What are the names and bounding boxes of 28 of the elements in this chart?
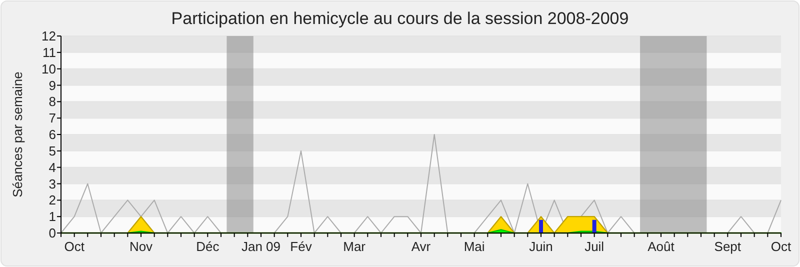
y-tick-label: 3 — [48, 176, 56, 192]
y-tick-label: 2 — [48, 192, 56, 208]
y-tick-label: 12 — [42, 28, 56, 44]
x-tick-label: Avr — [411, 239, 432, 254]
y-tick-label: 6 — [48, 127, 56, 142]
x-tick-label: Fév — [290, 239, 312, 254]
y-axis-title: Séances par semaine — [10, 72, 25, 198]
x-tick-label: Déc — [196, 239, 220, 254]
x-tick-label: Oct — [64, 239, 85, 254]
y-tick-label: 8 — [48, 94, 56, 110]
chart-title: Participation en hemicycle au cours de la session 2008-2009 — [171, 9, 629, 28]
y-tick-label: 1 — [48, 209, 56, 224]
x-tick-label: Sept — [714, 239, 742, 254]
x-tick-label: Mar — [343, 239, 366, 254]
x-tick-label: Août — [648, 239, 675, 254]
y-tick-label: 11 — [42, 44, 56, 60]
x-tick-label: Juil — [584, 239, 604, 254]
y-tick-label: 10 — [42, 61, 56, 76]
y-tick-label: 0 — [48, 226, 56, 241]
y-tick-label: 4 — [48, 160, 56, 175]
y-tick-label: 9 — [48, 78, 56, 93]
x-tick-label: Juin — [529, 239, 553, 254]
y-tick-label: 7 — [48, 110, 56, 126]
x-tick-label: Oct — [770, 239, 792, 254]
x-tick-label: Nov — [129, 239, 154, 254]
y-tick-label: 5 — [48, 143, 56, 158]
x-tick-label: Mai — [464, 239, 485, 254]
x-tick-label: Jan 09 — [241, 239, 281, 254]
